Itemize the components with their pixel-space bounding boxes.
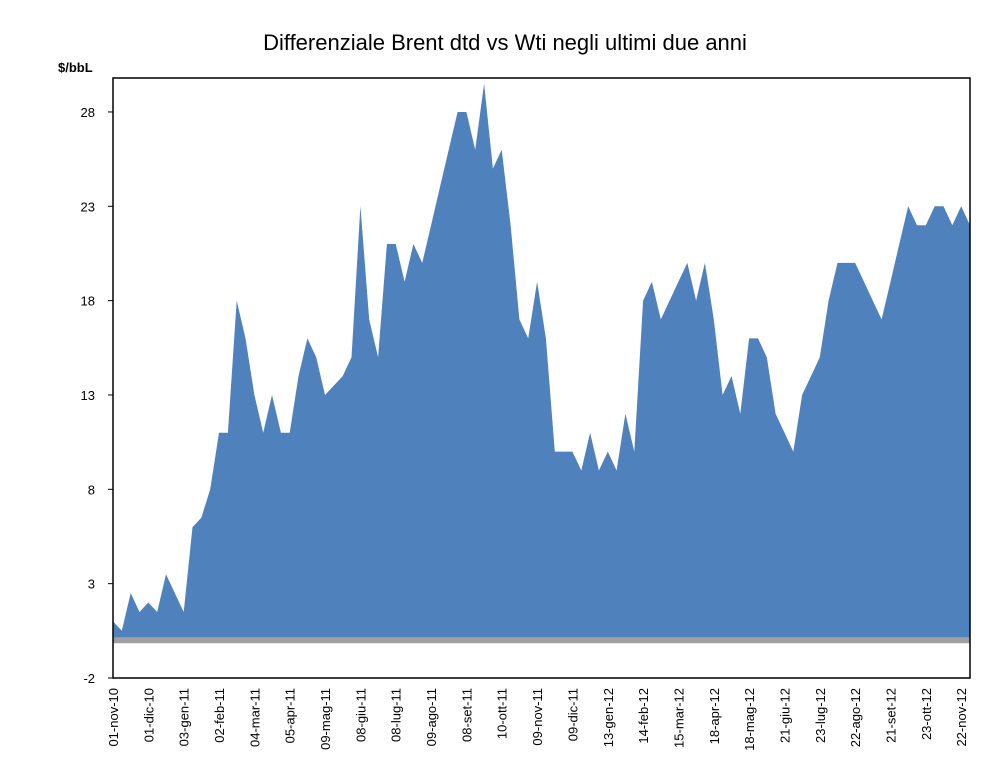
x-tick-label: 22-ago-12	[848, 688, 863, 747]
x-tick-label: 08-lug-11	[389, 688, 404, 742]
x-tick-label: 18-mag-12	[742, 688, 757, 751]
x-tick-label: 03-gen-11	[177, 688, 192, 746]
x-tick-label: 09-nov-11	[530, 688, 545, 746]
y-tick-label: 8	[88, 482, 95, 497]
chart-title: Differenziale Brent dtd vs Wti negli ult…	[263, 30, 747, 55]
area	[113, 83, 970, 641]
y-tick-label: 23	[81, 199, 95, 214]
y-tick-label: 3	[88, 577, 95, 592]
x-tick-label: 01-nov-10	[106, 688, 121, 747]
x-tick-label: 09-mag-11	[318, 688, 333, 750]
x-tick-label: 22-nov-12	[954, 688, 969, 747]
x-tick-label: 21-set-12	[883, 688, 898, 743]
x-tick-label: 15-mar-12	[671, 688, 686, 748]
y-tick-label: 28	[81, 105, 95, 120]
x-tick-label: 02-feb-11	[212, 688, 227, 743]
x-tick-label: 09-dic-11	[565, 688, 580, 741]
y-tick-label: -2	[83, 671, 95, 686]
x-tick-label: 01-dic-10	[141, 688, 156, 742]
x-tick-label: 13-gen-12	[601, 688, 616, 747]
y-tick-label: 18	[81, 294, 95, 309]
x-tick-label: 04-mar-11	[247, 688, 262, 747]
x-tick-label: 21-giu-12	[777, 688, 792, 743]
y-tick-label: 13	[81, 388, 95, 403]
x-tick-label: 23-ott-12	[919, 688, 934, 740]
y-axis-label: $/bbL	[58, 60, 93, 75]
x-tick-label: 23-lug-12	[813, 688, 828, 743]
plot-border	[112, 77, 971, 679]
x-tick-label: 05-apr-11	[283, 688, 298, 743]
x-tick-label: 08-set-11	[459, 688, 474, 742]
x-tick-label: 08-giu-11	[353, 688, 368, 742]
x-tick-label: 18-apr-12	[707, 688, 722, 744]
x-tick-label: 09-ago-11	[424, 688, 439, 746]
x-tick-label: 14-feb-12	[636, 688, 651, 744]
x-tick-label: 10-ott-11	[495, 688, 510, 739]
